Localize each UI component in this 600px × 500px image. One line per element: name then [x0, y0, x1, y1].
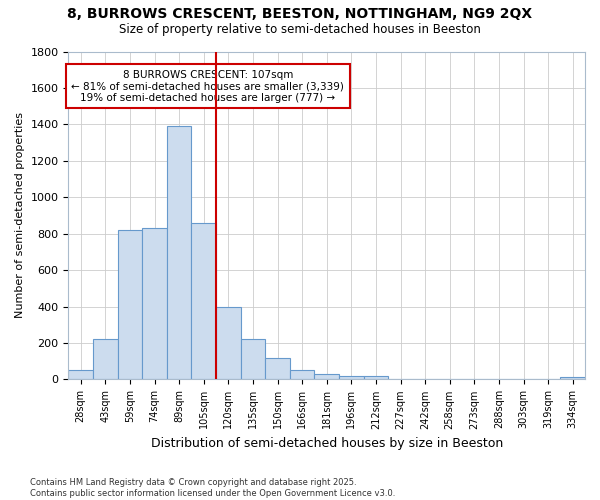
Bar	[290, 370, 314, 380]
Text: 8 BURROWS CRESCENT: 107sqm
← 81% of semi-detached houses are smaller (3,339)
19%: 8 BURROWS CRESCENT: 107sqm ← 81% of semi…	[71, 70, 344, 102]
Bar	[216, 306, 241, 380]
Bar	[314, 374, 339, 380]
Bar	[265, 358, 290, 380]
Text: 8, BURROWS CRESCENT, BEESTON, NOTTINGHAM, NG9 2QX: 8, BURROWS CRESCENT, BEESTON, NOTTINGHAM…	[67, 8, 533, 22]
Text: Contains HM Land Registry data © Crown copyright and database right 2025.
Contai: Contains HM Land Registry data © Crown c…	[30, 478, 395, 498]
Bar	[68, 370, 93, 380]
Bar	[167, 126, 191, 380]
Bar	[241, 340, 265, 380]
Y-axis label: Number of semi-detached properties: Number of semi-detached properties	[15, 112, 25, 318]
Bar	[364, 376, 388, 380]
Bar	[560, 376, 585, 380]
Bar	[118, 230, 142, 380]
Bar	[339, 376, 364, 380]
Text: Size of property relative to semi-detached houses in Beeston: Size of property relative to semi-detach…	[119, 22, 481, 36]
X-axis label: Distribution of semi-detached houses by size in Beeston: Distribution of semi-detached houses by …	[151, 437, 503, 450]
Bar	[191, 223, 216, 380]
Bar	[93, 340, 118, 380]
Bar	[142, 228, 167, 380]
